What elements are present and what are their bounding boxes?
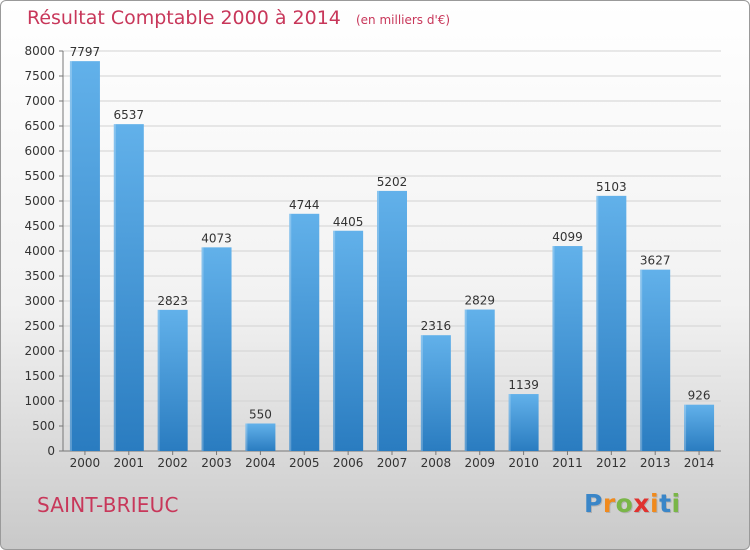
x-tick-label: 2007 xyxy=(377,456,408,470)
y-tick-label: 3500 xyxy=(24,269,55,283)
x-tick-label: 2002 xyxy=(157,456,188,470)
x-tick-label: 2006 xyxy=(333,456,364,470)
bar-highlight xyxy=(113,124,116,452)
logo-letter: r xyxy=(602,489,616,518)
bar-value-label: 926 xyxy=(688,389,711,403)
y-tick-label: 500 xyxy=(32,419,55,433)
logo-letter: i xyxy=(650,489,660,518)
y-tick-label: 6000 xyxy=(24,144,55,158)
bar-value-label: 2316 xyxy=(421,319,452,333)
city-name: SAINT-BRIEUC xyxy=(37,493,179,517)
bar-value-label: 2823 xyxy=(157,294,188,308)
x-tick-label: 2014 xyxy=(684,456,715,470)
bar-value-label: 4405 xyxy=(333,215,364,229)
y-tick-label: 4000 xyxy=(24,244,55,258)
bar-value-label: 550 xyxy=(249,408,272,422)
bar-value-label: 5202 xyxy=(377,175,408,189)
bar xyxy=(377,190,407,451)
logo-letter: t xyxy=(659,489,672,518)
bar xyxy=(69,61,100,452)
bar-value-label: 3627 xyxy=(640,254,671,268)
bar xyxy=(420,335,451,451)
y-tick-label: 5000 xyxy=(24,194,55,208)
bar-value-label: 2829 xyxy=(464,294,495,308)
bar xyxy=(596,195,627,451)
x-tick-label: 2011 xyxy=(552,456,583,470)
x-tick-label: 2009 xyxy=(464,456,495,470)
x-tick-label: 2008 xyxy=(421,456,452,470)
bar xyxy=(684,404,715,451)
bar-highlight xyxy=(333,230,336,451)
x-tick-label: 2001 xyxy=(114,456,145,470)
bar xyxy=(201,247,232,451)
bar-value-label: 4099 xyxy=(552,230,583,244)
y-tick-label: 1500 xyxy=(24,369,55,383)
x-tick-label: 2004 xyxy=(245,456,276,470)
x-tick-label: 2000 xyxy=(70,456,101,470)
bar-highlight xyxy=(157,309,160,451)
chart-title: Résultat Comptable 2000 à 2014 xyxy=(27,7,341,29)
bar-highlight xyxy=(464,309,467,451)
x-tick-label: 2005 xyxy=(289,456,320,470)
title-row: Résultat Comptable 2000 à 2014 (en milli… xyxy=(27,7,450,29)
bar-highlight xyxy=(69,61,72,452)
bar xyxy=(552,246,583,451)
logo-letter: x xyxy=(633,489,650,518)
logo-letter: i xyxy=(671,489,681,518)
bar-highlight xyxy=(289,213,292,451)
bar xyxy=(289,213,320,451)
bar-highlight xyxy=(420,335,423,451)
y-tick-label: 8000 xyxy=(24,44,55,58)
bar-value-label: 7797 xyxy=(70,45,101,59)
y-tick-label: 2000 xyxy=(24,344,55,358)
bar-highlight xyxy=(201,247,204,451)
y-tick-label: 7500 xyxy=(24,69,55,83)
bar-highlight xyxy=(245,423,248,451)
bar-highlight xyxy=(684,404,687,451)
y-tick-label: 3000 xyxy=(24,294,55,308)
bar-highlight xyxy=(377,190,379,451)
x-tick-label: 2013 xyxy=(640,456,671,470)
x-tick-label: 2003 xyxy=(201,456,232,470)
bar-highlight xyxy=(640,269,643,451)
bar xyxy=(113,124,144,452)
bar xyxy=(640,269,671,451)
logo-letter: P xyxy=(584,489,603,518)
bar-value-label: 1139 xyxy=(508,378,539,392)
bar xyxy=(508,394,539,451)
y-tick-label: 2500 xyxy=(24,319,55,333)
bar-value-label: 4744 xyxy=(289,198,320,212)
x-tick-label: 2010 xyxy=(508,456,539,470)
bar-value-label: 5103 xyxy=(596,180,627,194)
y-tick-label: 5500 xyxy=(24,169,55,183)
bar-value-label: 6537 xyxy=(114,108,145,122)
bar xyxy=(464,309,495,451)
bar-highlight xyxy=(552,246,555,451)
y-tick-label: 0 xyxy=(47,444,55,458)
bar xyxy=(245,423,276,451)
proxiti-logo: Proxiti xyxy=(584,489,681,518)
y-tick-label: 7000 xyxy=(24,94,55,108)
bar-value-label: 4073 xyxy=(201,231,232,245)
y-tick-label: 1000 xyxy=(24,394,55,408)
bar-highlight xyxy=(596,195,599,451)
y-tick-label: 6500 xyxy=(24,119,55,133)
chart-subtitle: (en milliers d'€) xyxy=(355,13,451,27)
bar xyxy=(157,309,188,451)
bar-highlight xyxy=(508,394,511,451)
logo-letter: o xyxy=(615,489,634,518)
y-tick-label: 4500 xyxy=(24,219,55,233)
x-tick-label: 2012 xyxy=(596,456,627,470)
bar xyxy=(333,230,364,451)
